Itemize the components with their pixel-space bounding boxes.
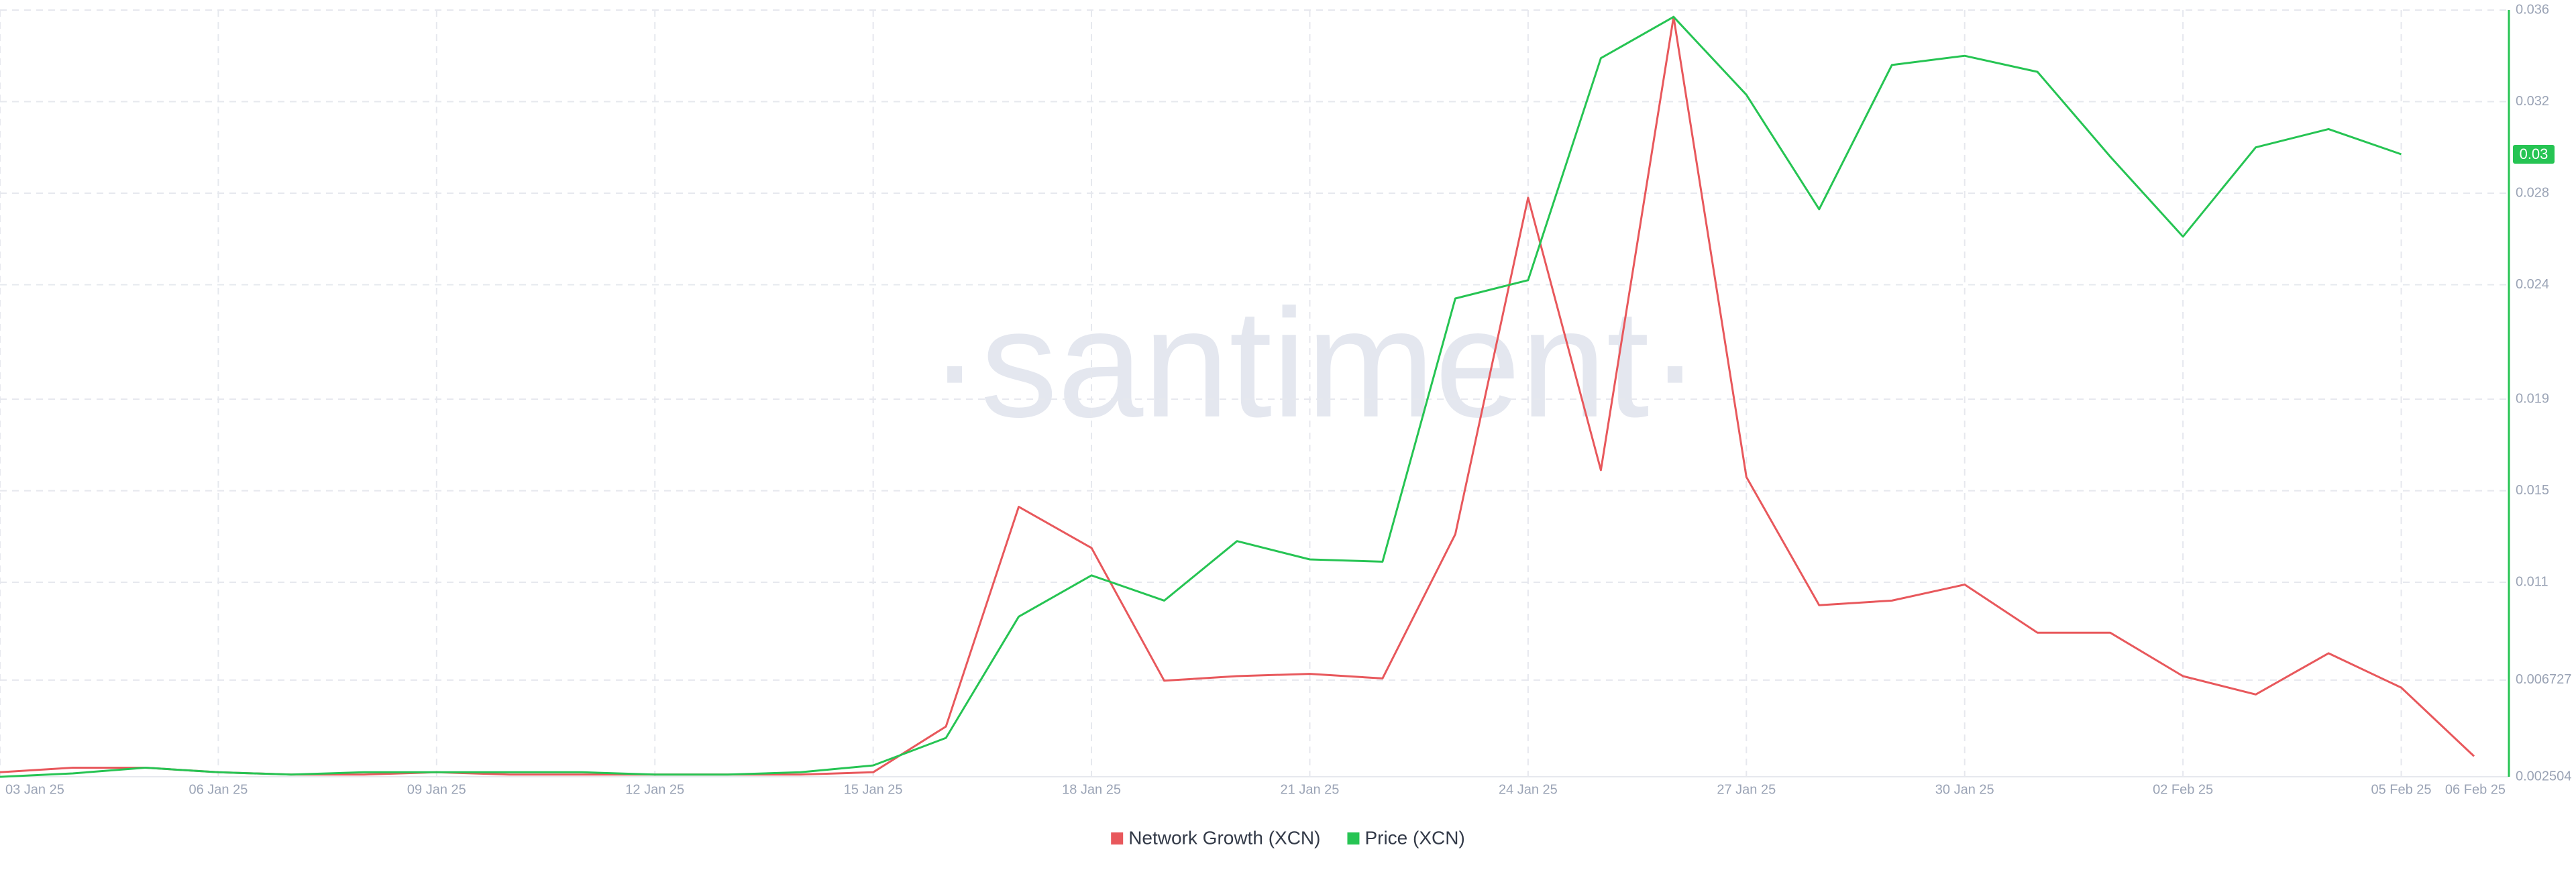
y-tick-label: 0.028 bbox=[2516, 185, 2549, 200]
y-tick-label: 0.036 bbox=[2516, 2, 2549, 17]
y-tick-label: 0.002504 bbox=[2516, 769, 2571, 783]
x-tick-label: 05 Feb 25 bbox=[2371, 782, 2431, 797]
legend-swatch bbox=[1347, 832, 1360, 844]
x-tick-label: 24 Jan 25 bbox=[1499, 782, 1558, 797]
y-tick-label: 0.011 bbox=[2516, 574, 2548, 589]
price-badge bbox=[2513, 144, 2555, 164]
legend: Network Growth (XCN) Price (XCN) bbox=[1111, 827, 1465, 848]
y-tick-label: 0.015 bbox=[2516, 483, 2549, 498]
x-tick-label: 21 Jan 25 bbox=[1281, 782, 1340, 797]
y-tick-label: 0.006727 bbox=[2516, 672, 2571, 687]
watermark: ·santiment· bbox=[929, 277, 1701, 449]
x-tick-label: 15 Jan 25 bbox=[844, 782, 903, 797]
data-line bbox=[0, 15, 2402, 778]
x-tick-label: 30 Jan 25 bbox=[1935, 782, 1994, 797]
y-tick-label: 0.019 bbox=[2516, 391, 2549, 406]
x-tick-label: 03 Jan 25 bbox=[5, 782, 64, 797]
x-tick-label: 02 Feb 25 bbox=[2153, 782, 2213, 797]
y-tick-label: 0.024 bbox=[2516, 277, 2549, 292]
price-badge-label: 0.03 bbox=[2520, 146, 2548, 162]
legend-label: Price (XCN) bbox=[1364, 827, 1464, 848]
x-tick-label: 09 Jan 25 bbox=[407, 782, 466, 797]
legend-item[interactable]: Price (XCN) bbox=[1347, 827, 1465, 848]
legend-item[interactable]: Network Growth (XCN) bbox=[1111, 827, 1320, 848]
x-tick-label: 06 Feb 25 bbox=[2445, 782, 2506, 797]
x-tick-label: 12 Jan 25 bbox=[625, 782, 684, 797]
y-tick-label: 0.032 bbox=[2516, 94, 2549, 109]
legend-label: Network Growth (XCN) bbox=[1128, 827, 1320, 848]
x-tick-label: 18 Jan 25 bbox=[1062, 782, 1121, 797]
x-tick-label: 27 Jan 25 bbox=[1717, 782, 1776, 797]
x-tick-label: 06 Jan 25 bbox=[189, 782, 248, 797]
legend-swatch bbox=[1111, 832, 1124, 844]
